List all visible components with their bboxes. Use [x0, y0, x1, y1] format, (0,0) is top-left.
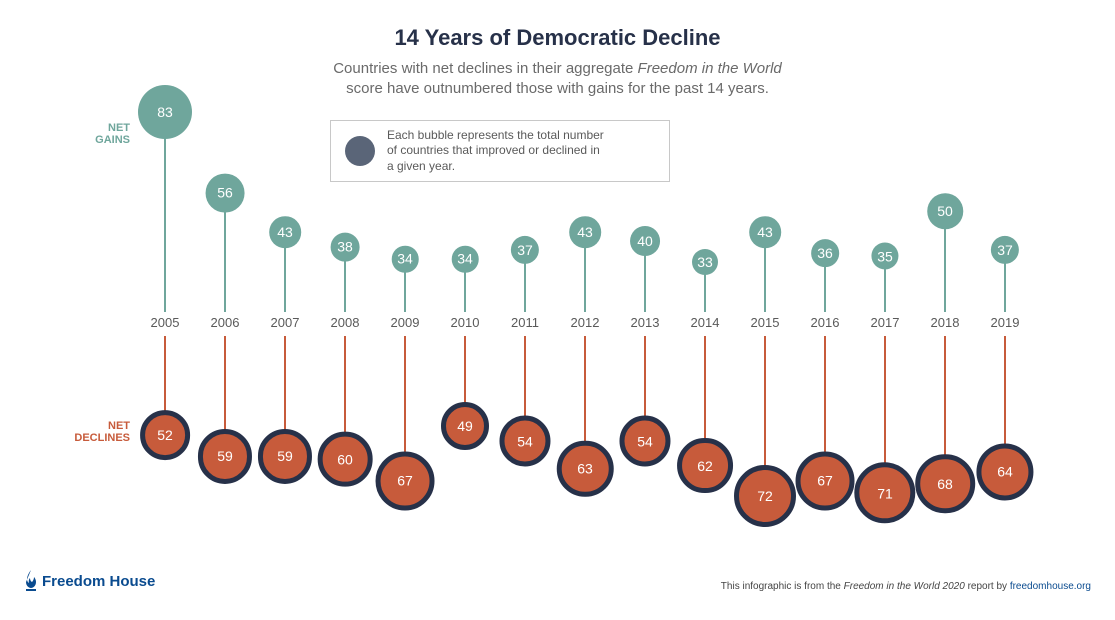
year-label: 2006 [211, 315, 240, 330]
gain-bubble: 34 [392, 246, 419, 273]
legend-bubble-icon [345, 136, 375, 166]
gain-bubble: 35 [871, 242, 898, 269]
legend-text: Each bubble represents the total number … [387, 128, 604, 175]
decline-bubble: 54 [499, 416, 550, 467]
gain-bubble: 38 [331, 233, 360, 262]
axis-label-gains: NET GAINS [0, 122, 130, 146]
legend-line2: of countries that improved or declined i… [387, 143, 600, 157]
legend-line1: Each bubble represents the total number [387, 128, 604, 142]
gain-bubble: 34 [452, 246, 479, 273]
attribution: This infographic is from the Freedom in … [721, 581, 1091, 592]
year-label: 2010 [451, 315, 480, 330]
gain-bubble: 33 [692, 249, 718, 275]
gain-bubble: 40 [630, 226, 660, 256]
gain-bubble: 36 [811, 239, 839, 267]
year-label: 2005 [151, 315, 180, 330]
decline-bubble: 52 [140, 410, 190, 460]
gain-bubble: 37 [991, 236, 1019, 264]
decline-bubble: 68 [915, 454, 975, 514]
subtitle-line2: score have outnumbered those with gains … [346, 80, 769, 97]
flame-icon [24, 570, 38, 592]
axis-decl-l2: DECLINES [74, 432, 130, 444]
decline-bubble: 59 [198, 429, 252, 483]
axis-gains-l1: NET [108, 122, 130, 134]
gain-bubble: 50 [927, 193, 963, 229]
axis-gains-l2: GAINS [95, 134, 130, 146]
attr-prefix: This infographic is from the [721, 581, 844, 592]
decline-bubble: 54 [619, 416, 670, 467]
year-label: 2019 [991, 315, 1020, 330]
subtitle-line1a: Countries with net declines in their agg… [333, 60, 637, 77]
year-label: 2007 [271, 315, 300, 330]
year-label: 2017 [871, 315, 900, 330]
year-label: 2015 [751, 315, 780, 330]
year-label: 2013 [631, 315, 660, 330]
attr-link[interactable]: freedomhouse.org [1010, 581, 1091, 592]
decline-bubble: 63 [557, 440, 614, 497]
gain-bubble: 37 [511, 236, 539, 264]
decline-bubble: 71 [854, 462, 915, 523]
decline-bubble: 67 [796, 451, 855, 510]
gain-bubble: 56 [206, 174, 245, 213]
year-label: 2014 [691, 315, 720, 330]
year-label: 2008 [331, 315, 360, 330]
gain-bubble: 43 [749, 216, 781, 248]
attr-mid: report by [965, 581, 1010, 592]
year-label: 2009 [391, 315, 420, 330]
year-label: 2012 [571, 315, 600, 330]
gain-bubble: 43 [269, 216, 301, 248]
gain-stem [164, 112, 166, 312]
legend-line3: a given year. [387, 159, 455, 173]
axis-label-declines: NET DECLINES [0, 420, 130, 444]
subtitle-line1-em: Freedom in the World [638, 60, 782, 77]
decline-bubble: 60 [318, 432, 373, 487]
axis-decl-l1: NET [108, 420, 130, 432]
year-label: 2016 [811, 315, 840, 330]
decline-bubble: 72 [734, 465, 796, 527]
year-label: 2011 [511, 315, 539, 330]
decline-bubble: 49 [441, 402, 489, 450]
decline-bubble: 62 [677, 438, 733, 494]
decline-bubble: 59 [258, 429, 312, 483]
attr-em: Freedom in the World 2020 [844, 581, 965, 592]
gain-bubble: 83 [138, 85, 192, 139]
decline-bubble: 64 [976, 443, 1033, 500]
footer: Freedom House This infographic is from t… [0, 570, 1115, 592]
freedom-house-logo: Freedom House [24, 570, 155, 592]
chart-title: 14 Years of Democratic Decline [0, 25, 1115, 51]
gain-bubble: 43 [569, 216, 601, 248]
legend-box: Each bubble represents the total number … [330, 120, 670, 182]
logo-text: Freedom House [42, 573, 155, 590]
decline-bubble: 67 [376, 451, 435, 510]
year-label: 2018 [931, 315, 960, 330]
